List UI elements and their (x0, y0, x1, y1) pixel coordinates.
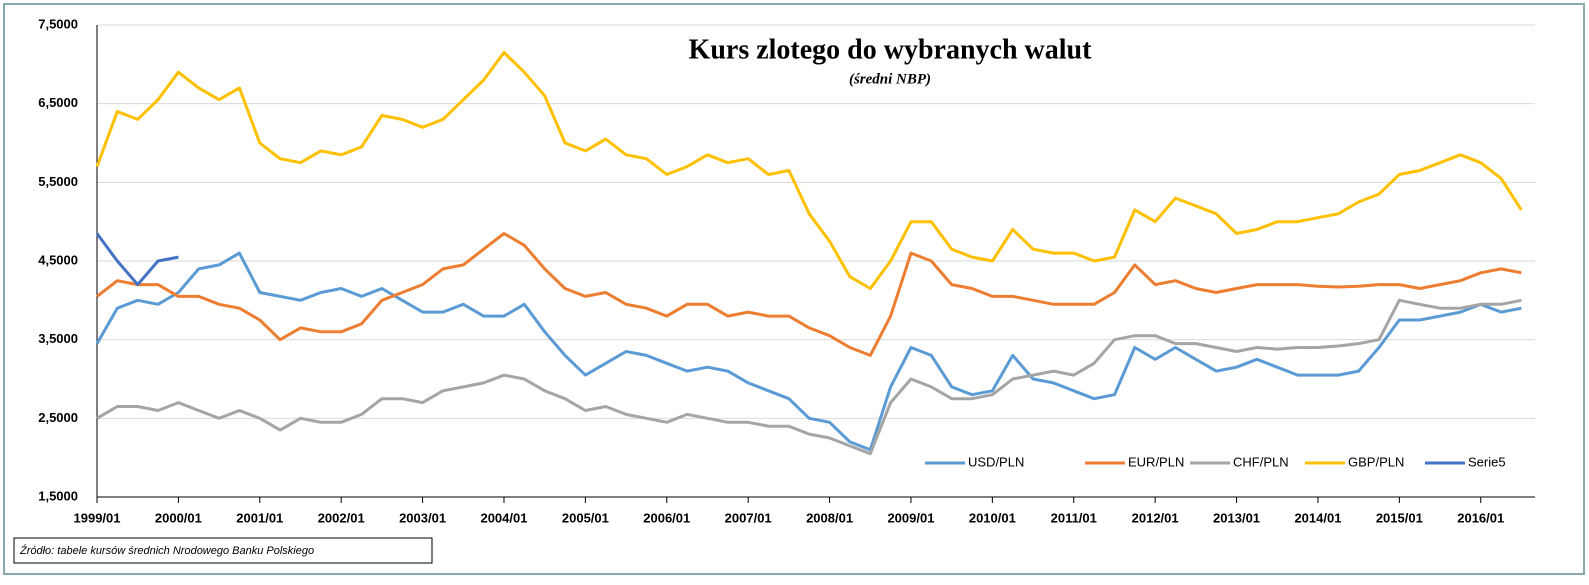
chart-subtitle: (średni NBP) (849, 71, 931, 87)
x-tick-label: 2000/01 (155, 510, 202, 525)
x-tick-label: 2003/01 (399, 510, 446, 525)
x-tick-label: 2016/01 (1457, 510, 1504, 525)
x-tick-label: 2004/01 (480, 510, 527, 525)
x-tick-label: 2012/01 (1132, 510, 1179, 525)
x-tick-label: 2009/01 (887, 510, 934, 525)
y-tick-label: 4,5000 (38, 252, 78, 267)
source-note: Źródło: tabele kursów średnich Nrodowego… (19, 544, 314, 557)
x-tick-label: 2005/01 (562, 510, 609, 525)
y-tick-label: 6,5000 (38, 95, 78, 110)
x-tick-label: 2010/01 (969, 510, 1016, 525)
x-tick-label: 2007/01 (725, 510, 772, 525)
legend-label: EUR/PLN (1128, 454, 1184, 469)
y-tick-label: 3,5000 (38, 331, 78, 346)
chart-title: Kurs zlotego do wybranych walut (689, 34, 1093, 65)
legend-label: GBP/PLN (1348, 454, 1404, 469)
y-tick-label: 5,5000 (38, 174, 78, 189)
x-tick-label: 2011/01 (1051, 510, 1097, 525)
y-tick-label: 1,5000 (38, 488, 78, 503)
y-tick-label: 7,5000 (38, 16, 78, 31)
x-tick-label: 2014/01 (1294, 510, 1341, 525)
legend-label: CHF/PLN (1233, 454, 1289, 469)
legend-label: USD/PLN (968, 454, 1024, 469)
y-tick-label: 2,5000 (38, 410, 78, 425)
x-tick-label: 2001/01 (236, 510, 283, 525)
x-tick-label: 2002/01 (318, 510, 365, 525)
chart: Kurs zlotego do wybranych walut (średni … (0, 0, 1589, 580)
x-tick-label: 2013/01 (1213, 510, 1260, 525)
legend-label: Serie5 (1468, 454, 1506, 469)
x-tick-label: 2006/01 (643, 510, 690, 525)
x-tick-label: 2008/01 (806, 510, 853, 525)
x-tick-label: 2015/01 (1376, 510, 1423, 525)
x-tick-label: 1999/01 (74, 510, 121, 525)
